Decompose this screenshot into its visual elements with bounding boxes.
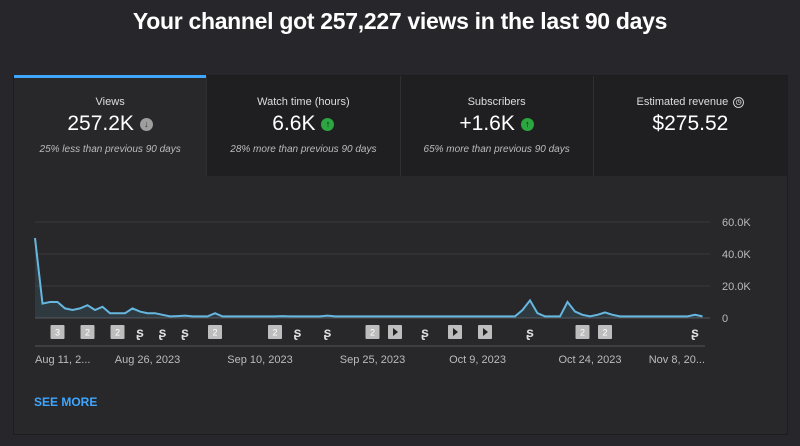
arrow-up-icon: ↑ xyxy=(321,117,335,131)
video-count-marker[interactable] xyxy=(110,325,125,339)
y-tick-label: 60.0K xyxy=(722,217,751,229)
marker-count: 3 xyxy=(55,328,60,338)
video-count-marker[interactable] xyxy=(365,325,380,339)
x-tick-label: Aug 11, 2... xyxy=(35,354,90,366)
tab-value: 6.6K xyxy=(272,112,316,135)
x-tick-label: Sep 25, 2023 xyxy=(340,354,405,366)
tab-label: Estimated revenue xyxy=(636,96,729,108)
play-icon xyxy=(483,328,488,336)
tab-estimated-revenue[interactable]: Estimated revenue ◷ $275.52 xyxy=(593,76,787,176)
arrow-down-icon: ↓ xyxy=(139,117,153,131)
play-icon xyxy=(393,328,398,336)
marker-count: 2 xyxy=(602,328,607,338)
tab-views[interactable]: Views 257.2K ↓ 25% less than previous 90 … xyxy=(14,75,208,176)
see-more-link[interactable]: SEE MORE xyxy=(34,395,98,409)
marker-count: 2 xyxy=(580,328,585,338)
tab-label: Subscribers xyxy=(467,96,526,108)
metric-tabs: Views 257.2K ↓ 25% less than previous 90 … xyxy=(14,75,787,176)
marker-count: 2 xyxy=(272,328,277,338)
clock-icon[interactable]: ◷ xyxy=(733,96,745,108)
x-tick-label: Nov 8, 20... xyxy=(649,354,705,366)
shorts-marker-icon[interactable]: ʂ xyxy=(691,324,699,340)
shorts-marker-icon[interactable]: ʂ xyxy=(294,324,302,340)
shorts-marker-icon[interactable]: ʂ xyxy=(159,324,167,340)
video-count-marker[interactable] xyxy=(50,325,65,339)
video-count-marker[interactable] xyxy=(575,325,590,339)
x-tick-label: Sep 10, 2023 xyxy=(227,354,292,366)
x-tick-label: Aug 26, 2023 xyxy=(115,354,180,366)
video-count-marker[interactable] xyxy=(208,325,222,339)
analytics-card: Views 257.2K ↓ 25% less than previous 90 … xyxy=(13,75,788,435)
x-tick-label: Oct 24, 2023 xyxy=(559,354,622,366)
tab-label: Views xyxy=(95,96,125,108)
y-tick-label: 0 xyxy=(722,313,728,325)
marker-count: 2 xyxy=(370,328,375,338)
shorts-marker-icon[interactable]: ʂ xyxy=(421,324,429,340)
shorts-marker-icon[interactable]: ʂ xyxy=(136,324,144,340)
arrow-up-icon: ↑ xyxy=(520,117,534,131)
video-count-marker[interactable] xyxy=(268,325,282,339)
tab-note: 28% more than previous 90 days xyxy=(230,144,377,155)
tab-note: 65% more than previous 90 days xyxy=(423,144,570,155)
tab-value: $275.52 xyxy=(652,112,729,135)
marker-count: 2 xyxy=(212,328,217,338)
tab-note: 25% less than previous 90 days xyxy=(39,144,181,155)
x-tick-label: Oct 9, 2023 xyxy=(449,354,506,366)
shorts-marker-icon[interactable]: ʂ xyxy=(324,324,332,340)
shorts-marker-icon[interactable]: ʂ xyxy=(526,324,534,340)
y-tick-label: 40.0K xyxy=(722,249,751,261)
tab-value: 257.2K xyxy=(67,112,134,135)
tab-watch-time[interactable]: Watch time (hours) 6.6K ↑ 28% more than p… xyxy=(207,76,401,176)
series-area xyxy=(35,238,703,318)
y-tick-label: 20.0K xyxy=(722,281,751,293)
series-line-views xyxy=(34,237,703,318)
tab-value: +1.6K xyxy=(459,112,515,135)
marker-count: 2 xyxy=(115,328,120,338)
video-count-marker[interactable] xyxy=(598,325,612,339)
tab-label: Watch time (hours) xyxy=(257,96,350,108)
video-count-marker[interactable] xyxy=(80,325,95,339)
page-title: Your channel got 257,227 views in the la… xyxy=(132,8,668,34)
play-icon xyxy=(453,328,458,336)
marker-count: 2 xyxy=(85,328,90,338)
tab-subscribers[interactable]: Subscribers +1.6K ↑ 65% more than previou… xyxy=(400,76,594,176)
shorts-marker-icon[interactable]: ʂ xyxy=(181,324,189,340)
